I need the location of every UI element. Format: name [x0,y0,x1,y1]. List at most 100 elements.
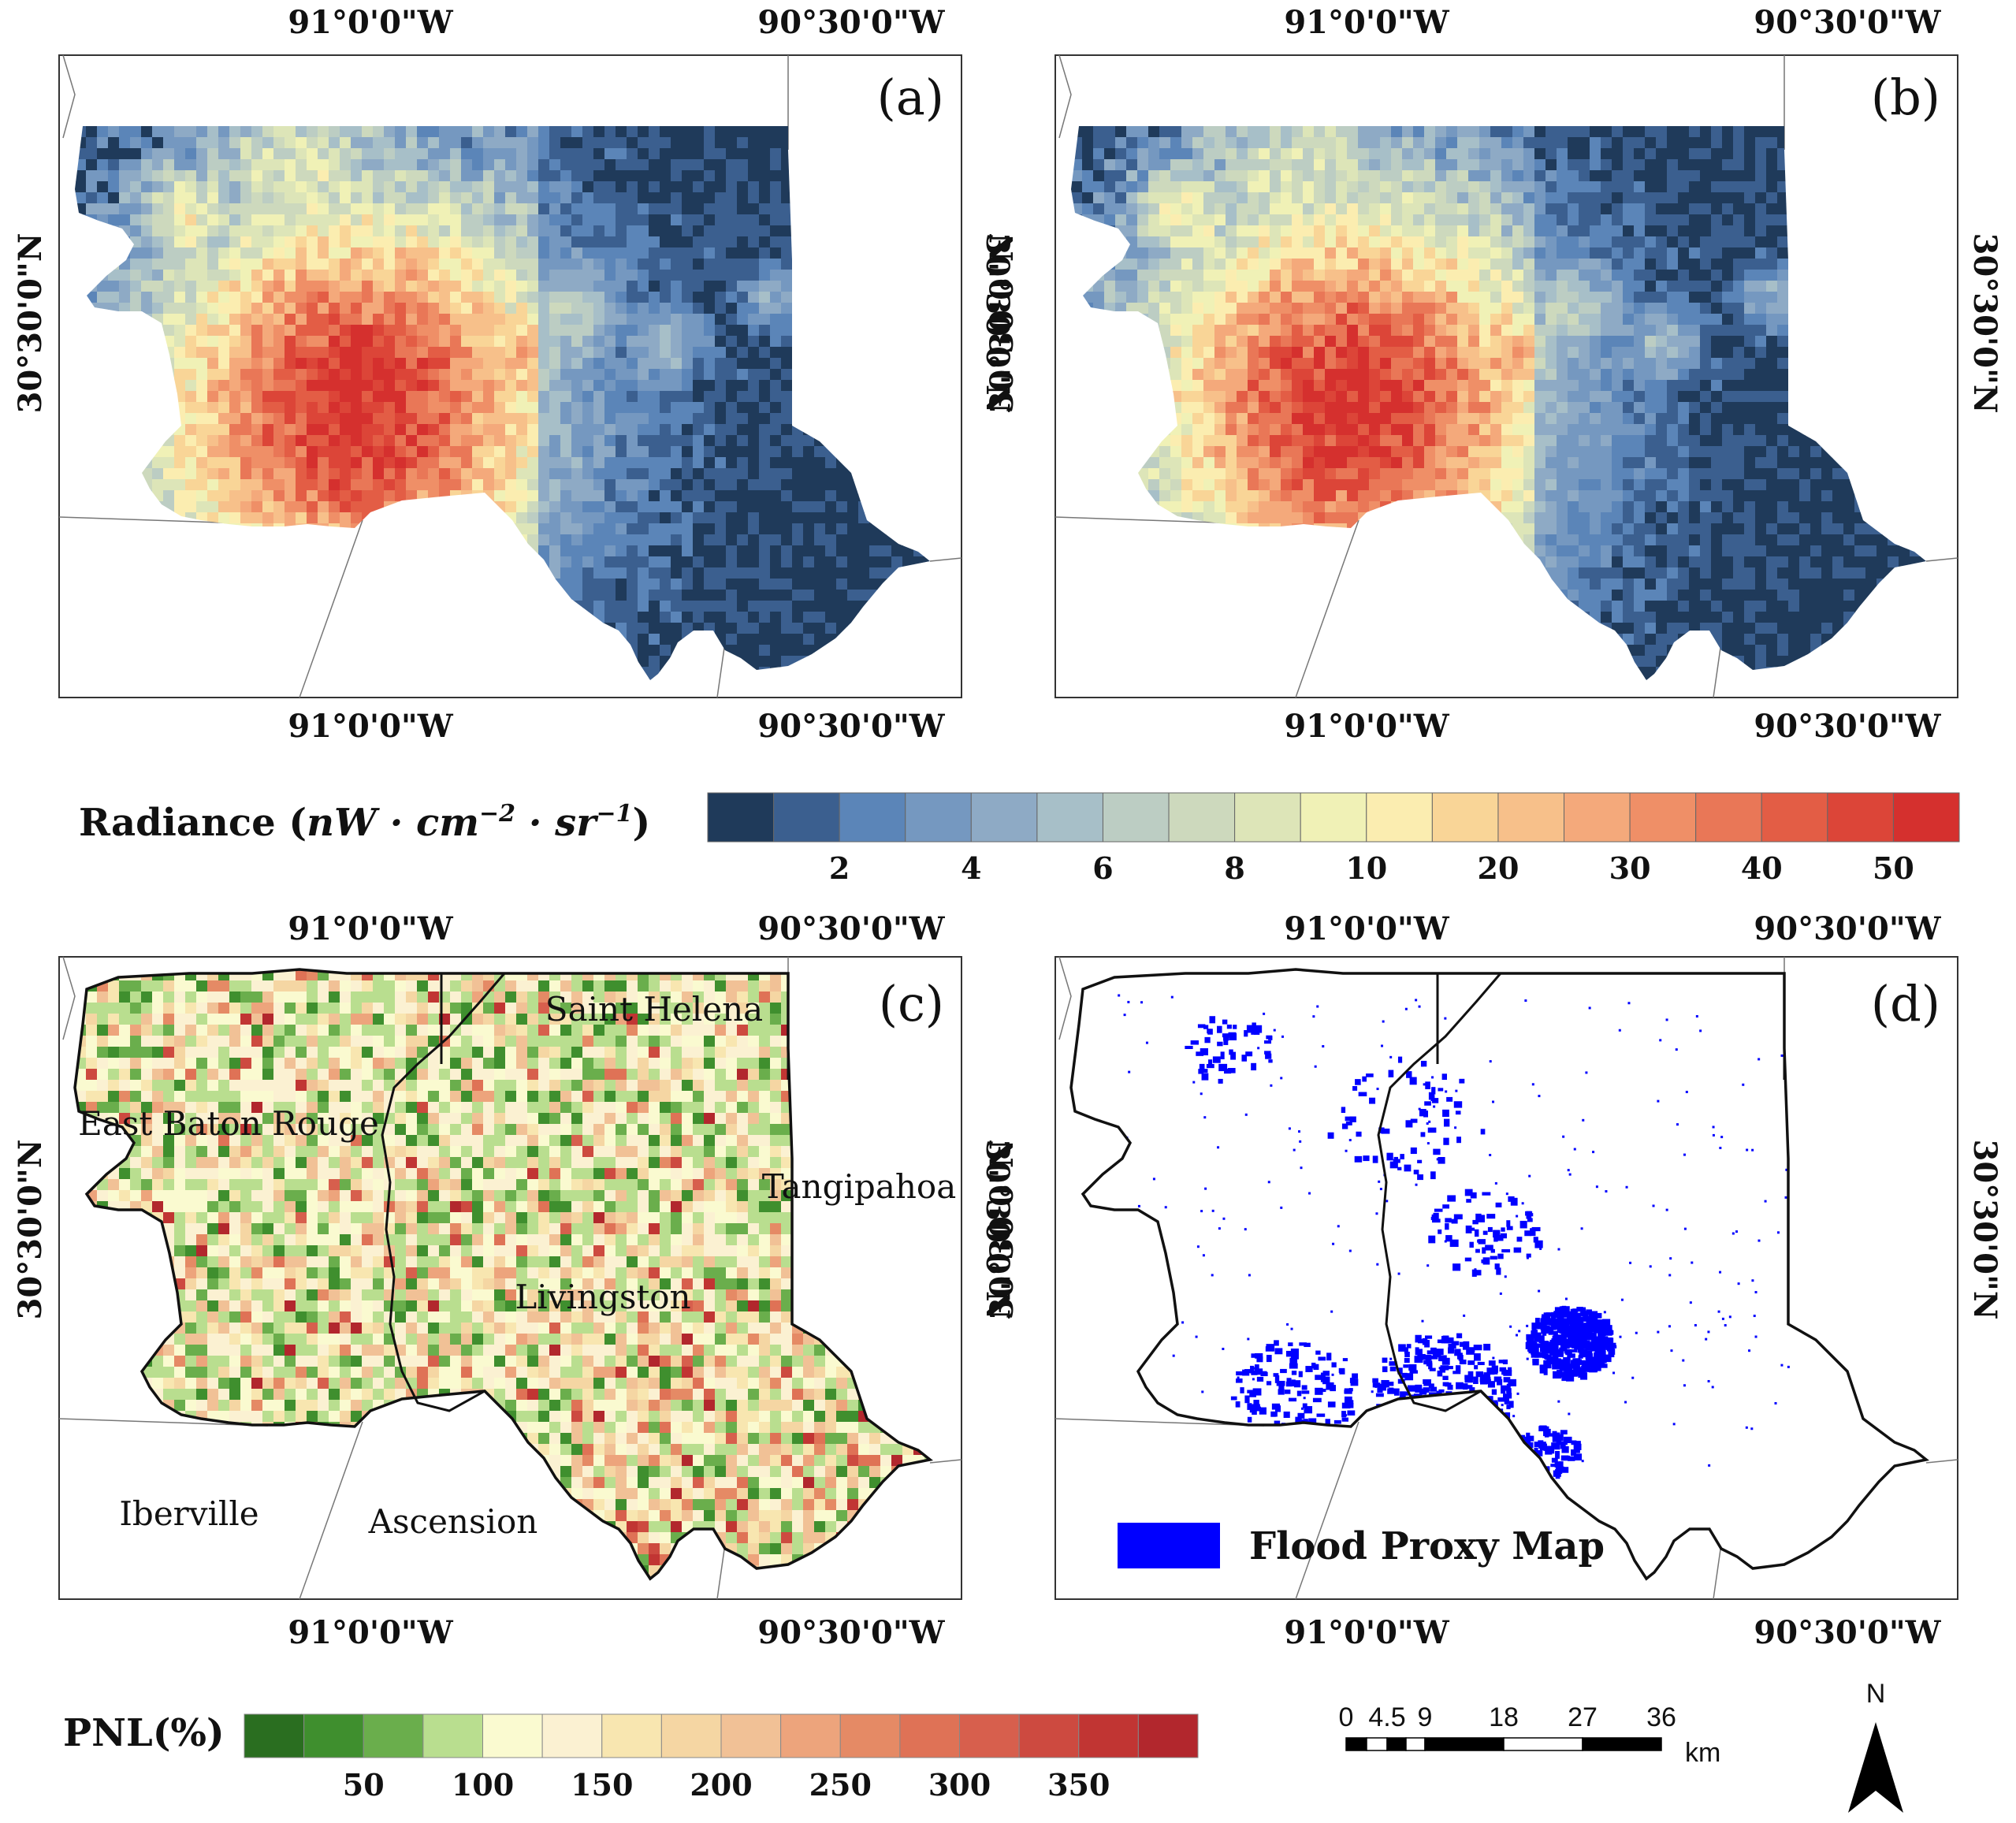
raster-cell [251,314,263,326]
raster-cell [593,700,605,712]
raster-cell [251,170,263,182]
raster-cell [108,733,120,745]
raster-cell [781,281,793,292]
raster-cell [483,303,495,314]
raster-cell [406,490,418,502]
raster-cell [660,270,671,281]
raster-cell [715,325,727,337]
raster-cell [682,612,694,623]
raster-cell [627,181,638,193]
raster-cell [748,214,760,226]
raster-cell [373,281,385,292]
raster-cell [1590,126,1601,138]
raster-cell [693,126,705,138]
raster-cell [616,259,627,270]
raster-cell [450,126,462,138]
raster-cell [174,281,186,292]
raster-cell [262,203,274,215]
raster-cell [538,126,550,138]
raster-cell [671,523,683,535]
raster-cell [759,170,771,182]
raster-cell [571,181,583,193]
raster-cell [660,369,671,381]
raster-cell [207,192,219,204]
raster-cell [671,623,683,634]
raster-cell [163,281,175,292]
raster-cell [196,722,208,734]
raster-cell [406,303,418,314]
raster-cell [318,137,329,149]
raster-cell [549,435,561,447]
raster-cell [262,435,274,447]
raster-cell [781,523,793,535]
raster-cell [296,126,307,138]
raster-cell [638,203,649,215]
raster-cell [748,579,760,590]
raster-cell [494,424,506,436]
raster-cell [439,181,451,193]
raster-cell [1104,137,1116,149]
raster-cell [406,446,418,458]
raster-cell [1093,126,1105,138]
raster-cell [803,556,815,568]
raster-cell [571,126,583,138]
raster-cell [1325,137,1337,149]
raster-cell [461,424,473,436]
raster-cell [207,159,219,171]
raster-cell [439,358,451,370]
raster-cell [604,214,616,226]
raster-cell [439,247,451,259]
raster-cell [494,247,506,259]
raster-cell [251,391,263,403]
raster-cell [616,612,627,623]
raster-cell [671,314,683,326]
raster-cell [1689,137,1701,149]
raster-cell [704,567,716,579]
raster-cell [472,259,484,270]
raster-cell [704,601,716,612]
raster-cell [571,733,583,745]
raster-cell [1590,192,1601,204]
raster-cell [858,545,870,557]
raster-cell [196,424,208,436]
raster-cell [218,424,230,436]
raster-cell [1612,192,1624,204]
raster-cell [472,413,484,425]
raster-cell [428,402,440,414]
raster-cell [748,623,760,634]
raster-cell [627,225,638,237]
raster-cell [560,567,572,579]
raster-cell [649,435,660,447]
raster-cell [1512,170,1524,182]
raster-cell [593,225,605,237]
raster-cell [1148,170,1160,182]
raster-cell [1192,148,1204,160]
raster-cell [218,259,230,270]
raster-cell [229,214,241,226]
raster-cell [726,126,738,138]
raster-cell [296,402,307,414]
raster-cell [262,700,274,712]
raster-cell [1722,170,1734,182]
raster-cell [229,711,241,723]
raster-cell [251,236,263,248]
raster-cell [483,137,495,149]
raster-cell [682,369,694,381]
raster-cell [119,700,131,712]
raster-cell [781,457,793,469]
raster-cell [781,435,793,447]
raster-cell [704,590,716,601]
raster-cell [627,590,638,601]
raster-cell [196,247,208,259]
raster-cell [1159,137,1171,149]
raster-cell [538,435,550,447]
raster-cell [318,214,329,226]
raster-cell [660,192,671,204]
raster-cell [527,358,539,370]
raster-cell [671,501,683,513]
raster-cell [726,225,738,237]
raster-cell [671,711,683,723]
raster-cell [406,181,418,193]
raster-cell [770,545,782,557]
raster-cell [1148,159,1160,171]
